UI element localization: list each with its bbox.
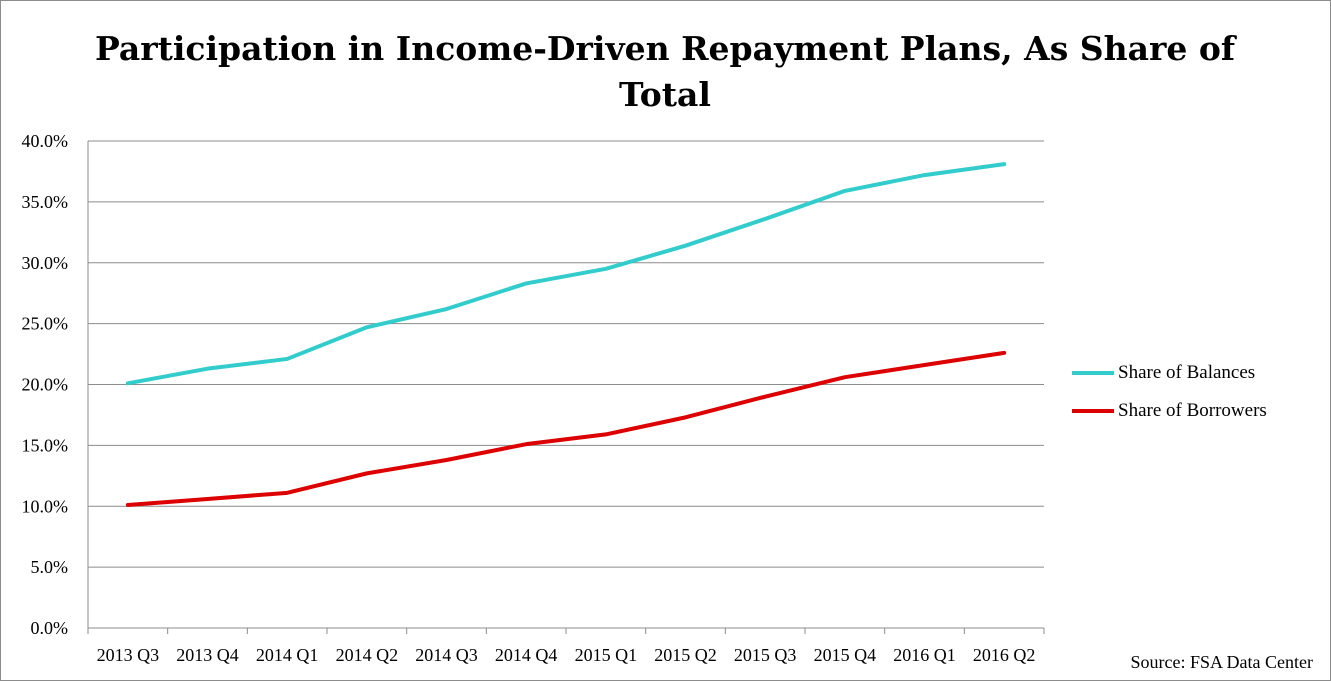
y-tick-label: 10.0% — [22, 496, 69, 516]
y-axis-ticks: 0.0% 5.0% 10.0% 15.0% 20.0% 25.0% 30.0% 35.0% 40… — [22, 131, 69, 638]
legend-label-balances: Share of Balances — [1118, 362, 1256, 383]
x-tick-label: 2013 Q3 — [97, 645, 160, 665]
legend: Share of Balances Share of Borrowers — [1072, 354, 1267, 430]
x-tick-label: 2015 Q2 — [654, 645, 717, 665]
legend-swatch-borrowers — [1072, 409, 1114, 413]
y-tick-label: 25.0% — [22, 314, 69, 334]
x-axis: 2013 Q3 2013 Q4 2014 Q1 2014 Q2 2014 Q3 2014 … — [87, 141, 1045, 665]
source-note: Source: FSA Data Center — [1130, 652, 1313, 672]
x-tick-label: 2015 Q1 — [575, 645, 638, 665]
x-tick-label: 2016 Q2 — [973, 645, 1036, 665]
series-lines — [125, 162, 1007, 508]
gridlines — [88, 140, 1044, 568]
series-line-balances — [125, 162, 1007, 386]
x-tick-label: 2014 Q2 — [336, 645, 399, 665]
x-tick-label: 2016 Q1 — [893, 645, 956, 665]
x-tick-label: 2015 Q4 — [814, 645, 877, 665]
y-tick-label: 0.0% — [31, 618, 69, 638]
legend-item-borrowers: Share of Borrowers — [1072, 392, 1267, 430]
legend-item-balances: Share of Balances — [1072, 354, 1267, 392]
legend-label-borrowers: Share of Borrowers — [1118, 400, 1267, 421]
y-tick-label: 30.0% — [22, 253, 69, 273]
y-tick-label: 15.0% — [22, 435, 69, 455]
legend-swatch-balances — [1072, 371, 1114, 375]
y-tick-label: 5.0% — [31, 557, 69, 577]
y-tick-label: 35.0% — [22, 192, 69, 212]
x-tick-label: 2014 Q1 — [256, 645, 319, 665]
x-tick-label: 2014 Q4 — [495, 645, 558, 665]
chart-title: Participation in Income-Driven Repayment… — [94, 29, 1236, 114]
y-tick-label: 40.0% — [22, 131, 69, 151]
y-tick-label: 20.0% — [22, 375, 69, 395]
series-line-borrowers — [125, 350, 1007, 508]
x-tick-label: 2013 Q4 — [176, 645, 239, 665]
x-tick-label: 2015 Q3 — [734, 645, 797, 665]
x-tick-label: 2014 Q3 — [415, 645, 478, 665]
